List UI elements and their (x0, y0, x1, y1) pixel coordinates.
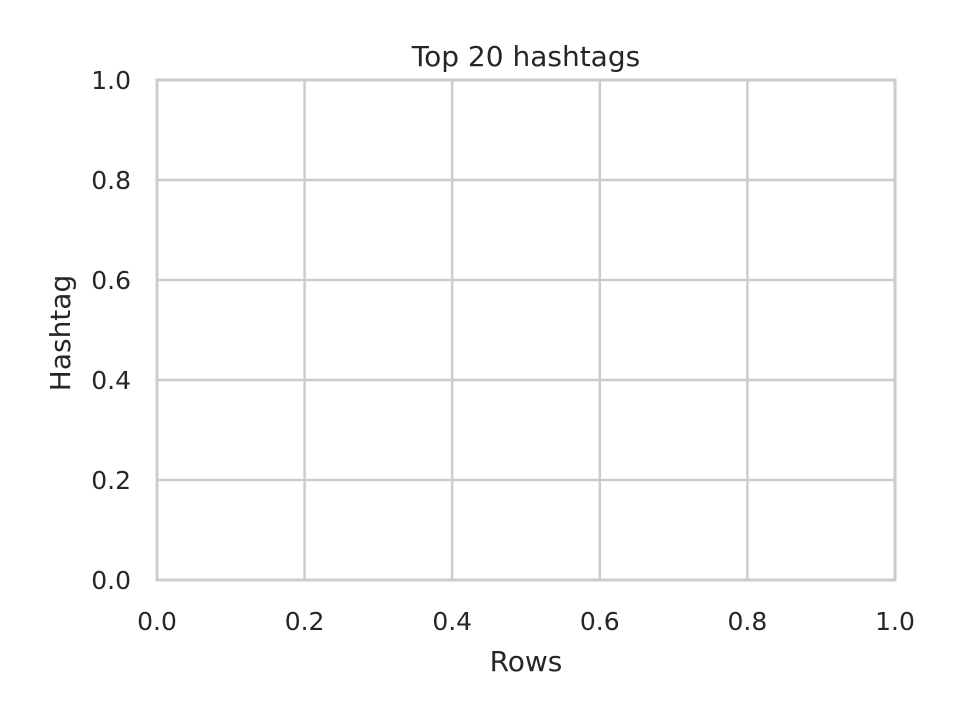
y-axis-title: Hashtag (44, 275, 77, 391)
y-tick-label: 0.8 (91, 166, 131, 195)
x-tick-label: 0.8 (728, 607, 768, 636)
y-axis-ticks: 0.0 0.2 0.4 0.6 0.8 1.0 (91, 66, 131, 595)
x-axis-ticks: 0.0 0.2 0.4 0.6 0.8 1.0 (137, 607, 915, 636)
y-tick-label: 0.6 (91, 266, 131, 295)
x-tick-label: 0.4 (432, 607, 472, 636)
y-tick-label: 0.0 (91, 566, 131, 595)
x-axis-title: Rows (490, 645, 563, 678)
x-tick-label: 0.2 (285, 607, 325, 636)
x-tick-label: 1.0 (875, 607, 915, 636)
chart-title: Top 20 hashtags (411, 40, 640, 73)
plot-frame (155, 78, 897, 582)
y-tick-label: 0.2 (91, 466, 131, 495)
x-tick-label: 0.6 (580, 607, 620, 636)
grid (155, 78, 897, 582)
y-tick-label: 1.0 (91, 66, 131, 95)
x-tick-label: 0.0 (137, 607, 177, 636)
y-tick-label: 0.4 (91, 366, 131, 395)
